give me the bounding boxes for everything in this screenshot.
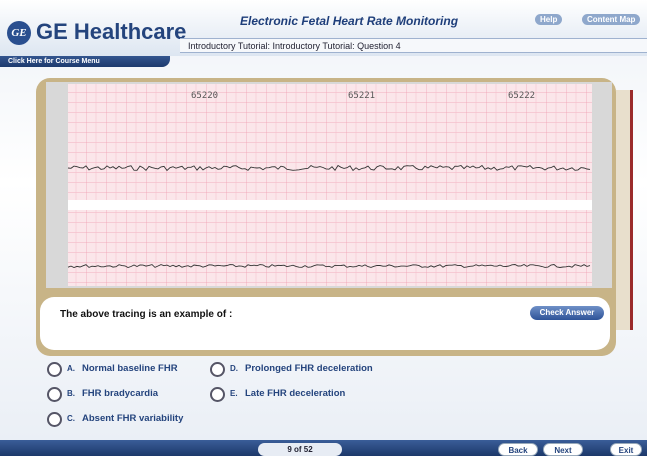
option-text[interactable]: Normal baseline FHR — [82, 363, 178, 374]
option-letter: C. — [67, 414, 75, 423]
strip-label: 65221 — [348, 91, 375, 101]
option-radio[interactable] — [210, 387, 225, 402]
course-menu[interactable]: Click Here for Course Menu — [0, 56, 170, 67]
screen: GE GE Healthcare Electronic Fetal Heart … — [0, 0, 647, 456]
strip-label: 65220 — [191, 91, 218, 101]
option-radio[interactable] — [47, 362, 62, 377]
logo-text: GE Healthcare — [36, 19, 186, 45]
option-text[interactable]: FHR bradycardia — [82, 388, 158, 399]
option-letter: A. — [67, 364, 75, 373]
course-title: Electronic Fetal Heart Rate Monitoring — [240, 14, 458, 28]
logo-mark: GE — [7, 21, 31, 45]
question-box — [40, 297, 610, 350]
page-counter: 9 of 52 — [258, 443, 342, 456]
exit-button[interactable]: Exit — [610, 443, 642, 456]
option-letter: D. — [230, 364, 238, 373]
back-button[interactable]: Back — [498, 443, 538, 456]
content-map-link[interactable]: Content Map — [582, 14, 640, 25]
option-text[interactable]: Late FHR deceleration — [245, 388, 345, 399]
next-button[interactable]: Next — [543, 443, 583, 456]
question-prompt: The above tracing is an example of : — [60, 309, 232, 320]
option-text[interactable]: Prolonged FHR deceleration — [245, 363, 373, 374]
option-letter: B. — [67, 389, 75, 398]
option-radio[interactable] — [210, 362, 225, 377]
option-radio[interactable] — [47, 412, 62, 427]
tracing-strip: 65220 65221 65222 — [46, 82, 612, 288]
strip-label: 65222 — [508, 91, 535, 101]
help-link[interactable]: Help — [535, 14, 562, 25]
option-letter: E. — [230, 389, 238, 398]
side-bar — [616, 90, 633, 330]
option-text[interactable]: Absent FHR variability — [82, 413, 183, 424]
option-radio[interactable] — [47, 387, 62, 402]
check-answer-button[interactable]: Check Answer — [530, 306, 604, 320]
breadcrumb: Introductory Tutorial: Introductory Tuto… — [180, 38, 647, 53]
